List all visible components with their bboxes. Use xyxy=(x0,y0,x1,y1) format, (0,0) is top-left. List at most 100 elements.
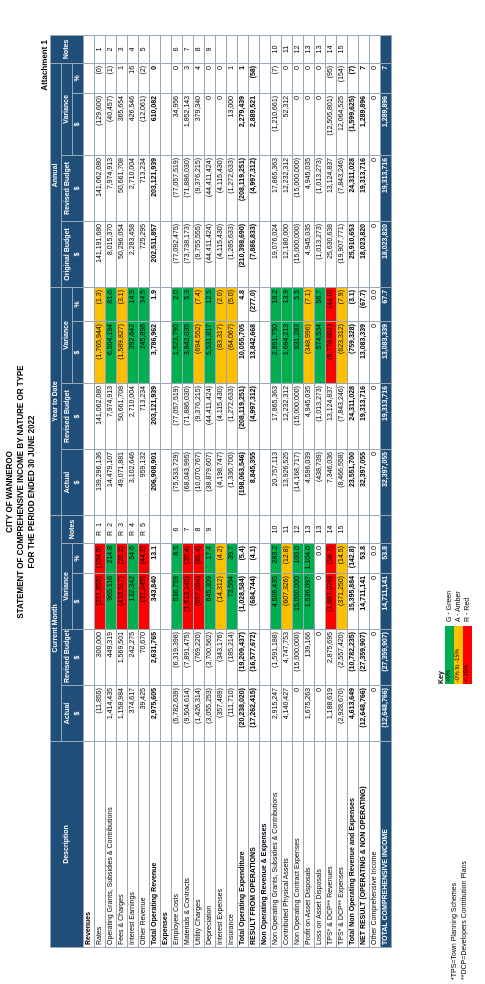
row-item: Contributed Physical Assets 4,140,427 4,74… xyxy=(281,35,293,948)
income-table: Description Current Month Year to Date Annu… xyxy=(50,35,392,948)
value-cell: (185,214) xyxy=(226,629,238,686)
value-cell: 392,642 xyxy=(127,321,139,384)
value-cell: 139,296,136 xyxy=(94,449,106,516)
value-cell: 0 xyxy=(215,93,227,156)
value-cell: 50,661,708 xyxy=(116,155,128,222)
key-swatch: -0% to -15% xyxy=(454,626,463,684)
row-label: Total Operating Expenditure xyxy=(237,741,249,948)
header-cell: Variance xyxy=(61,543,73,630)
value-cell: 2,915,247 xyxy=(270,685,282,742)
value-cell: 965,116 xyxy=(105,573,117,630)
note: 12 xyxy=(294,525,301,534)
value-cell: (1,013,273) xyxy=(314,383,326,450)
row-label: Non Operating Revenue & Expenses xyxy=(259,741,271,948)
value-cell: 8,845,355 xyxy=(248,449,260,516)
note: 2 xyxy=(107,523,114,527)
value-cell: 1,158,984 xyxy=(116,685,128,742)
value-cell: (19,907,771) xyxy=(336,221,348,288)
value-cell: 17,865,363 xyxy=(270,155,282,222)
value-cell: 202,511,857 xyxy=(149,221,161,288)
value-cell: 2,889,521 xyxy=(248,93,260,156)
value-cell xyxy=(83,543,95,574)
value-cell: (27,359,907) xyxy=(358,629,370,686)
value-cell: 13.9 xyxy=(281,287,293,322)
period: FOR THE PERIOD ENDED 30 JUNE 2022 xyxy=(27,415,36,569)
annual-note xyxy=(226,35,238,64)
annual-note: 4 xyxy=(127,35,139,64)
header-cell: Actual $ xyxy=(61,685,84,742)
value-cell: 206,908,901 xyxy=(149,449,161,516)
row-item: Interest Earnings 374,617 242,275 132,342 54… xyxy=(127,35,139,948)
value-cell: 2,283,458 xyxy=(127,221,139,288)
header-unit: $ xyxy=(73,252,81,257)
value-cell: 0 xyxy=(369,93,381,156)
notes-cell xyxy=(226,515,238,544)
value-cell: 1,675,263 xyxy=(303,685,315,742)
value-cell: (12.8) xyxy=(281,543,293,574)
key-item: -0% to -15% A - Amber xyxy=(454,591,463,684)
value-cell: (7.1) xyxy=(303,287,315,322)
value-cell: 19,313,716 xyxy=(358,155,370,222)
key-label: G - Green xyxy=(446,590,454,622)
annual-note xyxy=(83,35,95,64)
value-cell: (77,057,519) xyxy=(171,383,183,450)
annual-note xyxy=(259,35,271,64)
value-cell: 8,015,370 xyxy=(105,221,117,288)
row-item: Materials & Contracts (9,504,614) (7,891,4… xyxy=(182,35,194,948)
row-label: TOTAL COMPREHENSIVE INCOME xyxy=(380,741,392,948)
annual-note xyxy=(369,35,381,64)
value-cell: 374,617 xyxy=(127,685,139,742)
value-cell: (31,245) xyxy=(138,573,150,630)
value-cell: (14,168,717) xyxy=(292,449,304,516)
value-cell: 4,747,753 xyxy=(281,629,293,686)
value-cell: 3,102,646 xyxy=(127,449,139,516)
value-cell: (4,997,312) xyxy=(248,383,260,450)
value-cell: 73,504 xyxy=(226,573,238,630)
header-unit: $ xyxy=(72,321,84,384)
value-cell: (111,710) xyxy=(226,685,238,742)
value-cell: 39.7 xyxy=(226,543,238,574)
notes-cell: R2 xyxy=(105,515,117,544)
value-cell: (623,312) xyxy=(336,321,348,384)
value-cell: 12,232,312 xyxy=(281,383,293,450)
value-cell: 25,630,638 xyxy=(325,221,337,288)
row-label: Revenues xyxy=(83,741,95,948)
annual-note xyxy=(149,35,161,64)
value-cell xyxy=(259,287,271,322)
value-cell: (208,119,251) xyxy=(237,155,249,222)
value-cell: (759,328) xyxy=(347,321,359,384)
value-cell: (67.7) xyxy=(358,287,370,322)
value-cell: (1,013,273) xyxy=(314,221,326,288)
note: 14 xyxy=(327,525,334,534)
header-unit: $ xyxy=(73,414,81,419)
key-item: <-15% R - Red xyxy=(463,591,472,684)
value-cell: (9,376,215) xyxy=(193,383,205,450)
row-item: Interest Expenses (357,489) (343,176) (14,3… xyxy=(215,35,227,948)
value-cell: 4.8 xyxy=(237,287,249,322)
row-label: Profit on Asset Disposals xyxy=(303,741,315,948)
value-cell: 15,395,884 xyxy=(347,573,359,630)
notes-cell: 14 xyxy=(325,515,337,544)
value-cell: (769,220) xyxy=(193,629,205,686)
value-cell: 379,340 xyxy=(193,93,205,156)
value-cell: 5,531,817 xyxy=(204,321,216,384)
value-cell: 14,711,141 xyxy=(380,573,392,630)
value-cell: 24,311,028 xyxy=(347,155,359,222)
value-cell: (2,557,420) xyxy=(336,629,348,686)
value-cell: (1) xyxy=(105,63,117,94)
value-cell: 0 xyxy=(314,93,326,156)
value-cell: 203,121,939 xyxy=(149,383,161,450)
value-cell: (2) xyxy=(138,63,150,94)
value-cell: (8,466,558) xyxy=(336,449,348,516)
value-cell: 50,661,708 xyxy=(116,383,128,450)
header-text: Actual xyxy=(63,471,71,494)
value-cell: (77,092,475) xyxy=(171,221,183,288)
value-cell: (7.4) xyxy=(193,287,205,322)
notes-cell: 10 xyxy=(270,515,282,544)
group-header: Year to Date xyxy=(50,287,62,516)
header-cell: Revised Budget $ xyxy=(61,629,84,686)
value-cell: 2.0 xyxy=(171,287,183,322)
row-label: Insurance xyxy=(226,741,238,948)
value-cell: (9,504,614) xyxy=(182,685,194,742)
row-item: Other Revenue 39,425 70,670 (31,245) (44.2) R… xyxy=(138,35,150,948)
